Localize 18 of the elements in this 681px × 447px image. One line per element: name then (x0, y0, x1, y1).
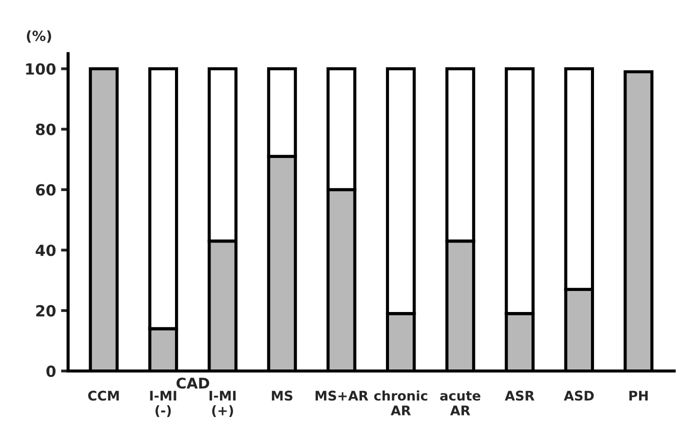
x-tick-label: I-MI (-) (150, 390, 176, 417)
x-tick-label: ASD (564, 390, 594, 401)
x-tick-label: PH (629, 390, 648, 400)
y-tick-label: 20 (36, 305, 56, 317)
x-tick-label: MS+AR (316, 390, 368, 401)
y-tick-label: 100 (26, 63, 56, 75)
y-axis-title: (%) (26, 30, 52, 43)
y-tick-label: 80 (36, 124, 56, 136)
y-tick-label: 40 (36, 244, 56, 256)
x-tick-label: acute AR (440, 391, 480, 416)
x-tick-label: ASR (504, 390, 534, 401)
x-tick-label: MS (272, 390, 292, 401)
y-tick-label: 0 (46, 365, 56, 378)
x-tick-label: I-MI (+) (210, 390, 236, 417)
x-tick-label: chronic AR (374, 390, 428, 416)
text: CAD (176, 378, 210, 389)
y-tick-label: 60 (36, 184, 56, 196)
x-tick-label: CCM (88, 390, 119, 401)
